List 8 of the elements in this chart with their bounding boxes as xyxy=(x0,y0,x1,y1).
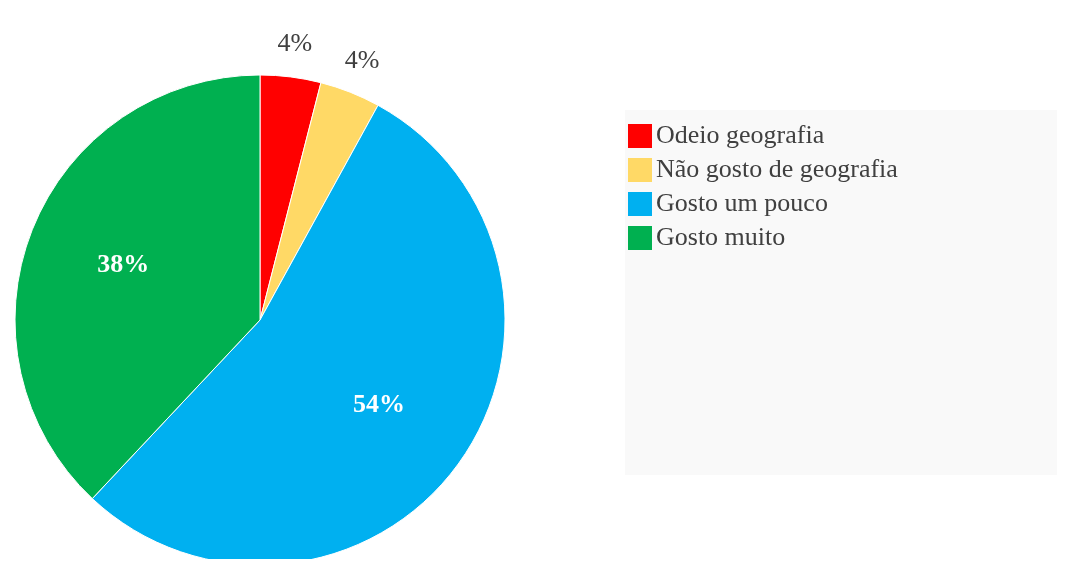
legend-label: Não gosto de geografia xyxy=(656,153,899,183)
legend-label: Gosto um pouco xyxy=(656,187,828,217)
data-label: 38% xyxy=(97,248,150,278)
legend-label: Odeio geografia xyxy=(656,119,825,149)
data-label: 4% xyxy=(277,28,313,58)
data-label: 4% xyxy=(344,45,380,75)
legend-label: Gosto muito xyxy=(656,221,786,251)
data-label: 54% xyxy=(352,389,405,419)
